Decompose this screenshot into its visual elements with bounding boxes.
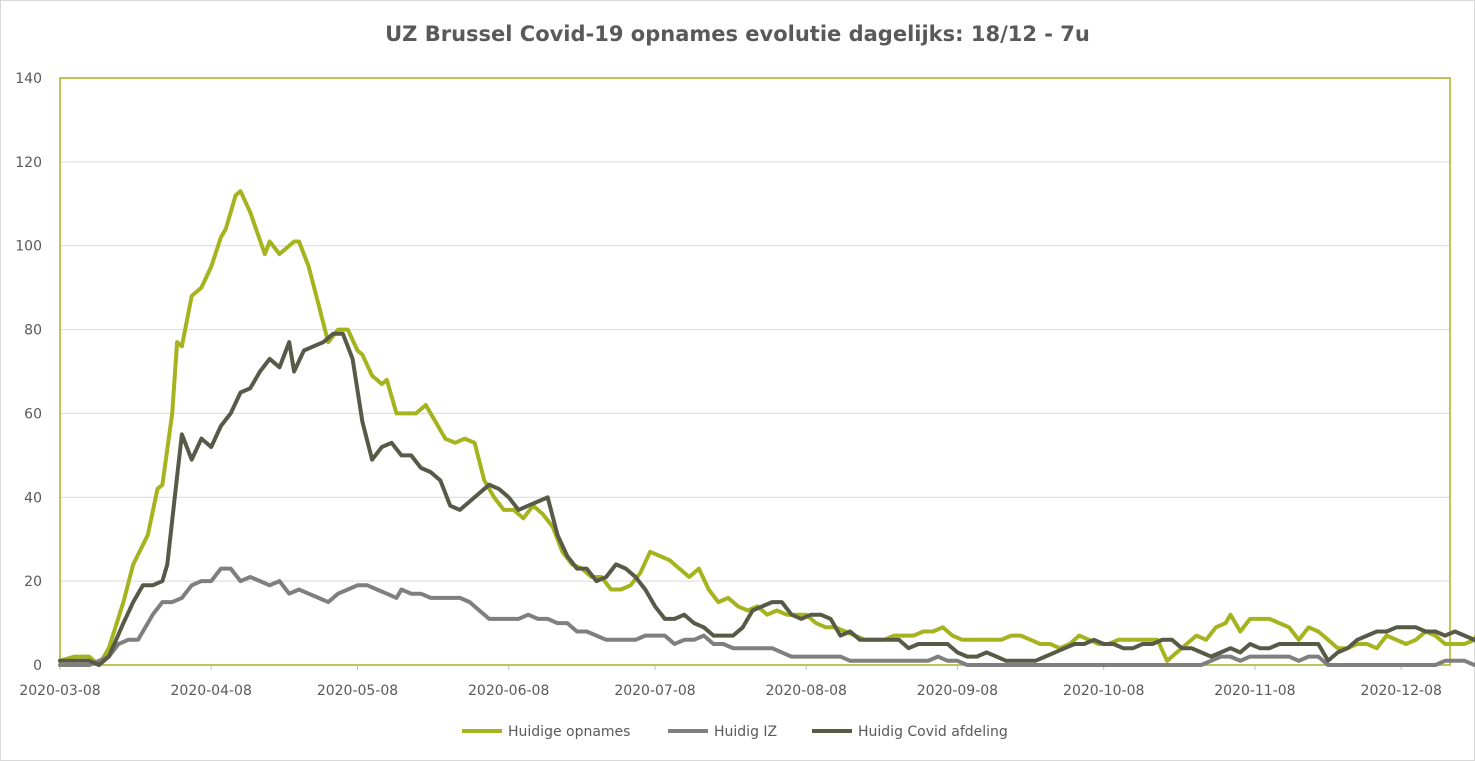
x-tick-label: 2020-04-08	[171, 683, 252, 699]
x-tick-label: 2020-03-08	[19, 683, 100, 699]
y-tick-label: 120	[15, 155, 42, 171]
y-tick-label: 60	[24, 406, 42, 422]
series-line-1	[58, 566, 1475, 667]
x-tick-label: 2020-05-08	[317, 683, 398, 699]
y-tick-label: 0	[33, 658, 42, 674]
series-line-0	[58, 189, 1475, 667]
x-tick-label: 2020-08-08	[766, 683, 847, 699]
legend-label-0: Huidige opnames	[508, 724, 630, 740]
series-line-2	[58, 331, 1475, 667]
y-tick-label: 20	[24, 574, 42, 590]
y-tick-label: 40	[24, 490, 42, 506]
x-tick-label: 2020-12-08	[1361, 683, 1442, 699]
y-tick-label: 100	[15, 239, 42, 255]
chart-title: UZ Brussel Covid-19 opnames evolutie dag…	[385, 22, 1090, 46]
x-tick-label: 2020-06-08	[468, 683, 549, 699]
x-tick-label: 2020-10-08	[1063, 683, 1144, 699]
x-tick-label: 2020-07-08	[614, 683, 695, 699]
legend: Huidige opnames Huidig IZ Huidig Covid afd…	[462, 724, 1008, 740]
gridlines	[60, 77, 1450, 666]
plot-area-border	[59, 77, 1451, 666]
legend-label-1: Huidig IZ	[714, 724, 777, 740]
legend-label-2: Huidig Covid afdeling	[858, 724, 1008, 740]
series-lines	[58, 189, 1475, 667]
y-tick-label: 80	[24, 323, 42, 339]
y-axis-ticks: 0 20 40 60 80 100 120 140	[15, 71, 42, 674]
x-tick-label: 2020-09-08	[917, 683, 998, 699]
x-tick-label: 2020-11-08	[1214, 683, 1295, 699]
y-tick-label: 140	[15, 71, 42, 87]
x-axis-ticks: 2020-03-08 2020-04-08 2020-05-08 2020-06-08…	[19, 665, 1442, 699]
